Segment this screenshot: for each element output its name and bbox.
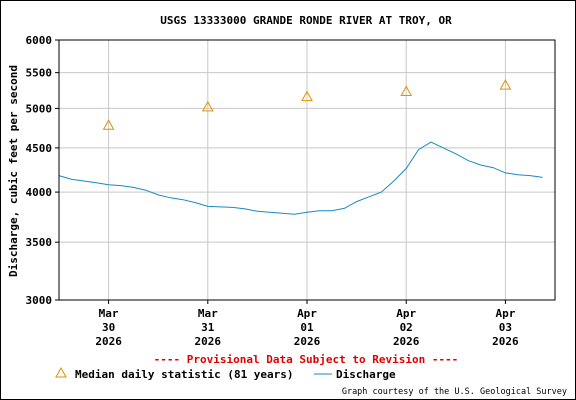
legend-triangle-icon <box>55 366 67 378</box>
median-marker <box>400 85 413 97</box>
grid <box>55 39 555 304</box>
x-tick-label: Apr <box>297 307 317 320</box>
x-tick-label: Mar <box>198 307 218 320</box>
median-marker <box>499 79 512 90</box>
x-tick-label: Mar <box>99 307 119 320</box>
credit-text: Graph courtesy of the U.S. Geological Su… <box>342 387 567 397</box>
x-tick-label: 31 <box>201 321 215 334</box>
x-tick-label: 2026 <box>95 335 122 348</box>
provisional-note: ---- Provisional Data Subject to Revisio… <box>154 353 459 366</box>
x-tick-label: Apr <box>396 307 416 320</box>
x-tick-label: 02 <box>400 321 413 334</box>
y-tick-label: 5000 <box>26 102 53 115</box>
x-tick-label: 03 <box>499 321 512 334</box>
series <box>58 79 543 215</box>
y-tick-labels: 3000 3500 4000 4500 5000 5500 6000 <box>26 34 53 307</box>
y-axis-label: Discharge, cubic feet per second <box>7 65 20 277</box>
y-tick-label: 4500 <box>26 142 53 155</box>
y-tick-label: 6000 <box>26 34 53 47</box>
legend-median-label: Median daily statistic (81 years) <box>75 368 294 381</box>
x-tick-labels: Mar302026Mar312026Apr012026Apr022026Apr0… <box>95 307 519 348</box>
median-marker <box>301 90 313 102</box>
legend: Median daily statistic (81 years) Discha… <box>55 366 396 381</box>
x-tick-label: Apr <box>495 307 515 320</box>
x-tick-label: 2026 <box>294 335 321 348</box>
x-tick-label: 30 <box>102 321 115 334</box>
x-tick-label: 2026 <box>492 335 519 348</box>
y-tick-label: 4000 <box>26 186 53 199</box>
y-tick-label: 3000 <box>26 294 53 307</box>
x-tick-label: 01 <box>300 321 314 334</box>
discharge-line <box>58 141 543 215</box>
plot-border <box>58 39 556 301</box>
median-marker <box>102 119 115 130</box>
chart-title: USGS 13333000 GRANDE RONDE RIVER AT TROY… <box>160 14 452 27</box>
legend-discharge-label: Discharge <box>336 368 396 381</box>
median-marker <box>201 100 214 112</box>
x-tick-label: 2026 <box>195 335 222 348</box>
y-tick-label: 3500 <box>26 236 53 249</box>
y-tick-label: 5500 <box>26 67 53 80</box>
x-tick-label: 2026 <box>393 335 420 348</box>
